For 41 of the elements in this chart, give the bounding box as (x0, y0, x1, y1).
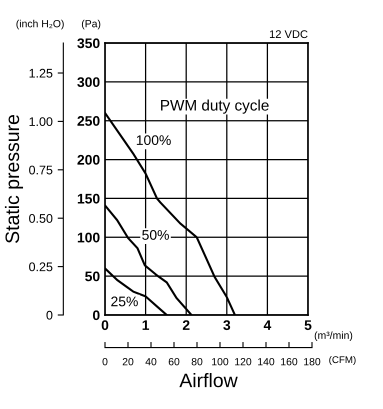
x2-tick-label: 20 (122, 358, 134, 366)
y-tick-label: 200 (77, 154, 100, 165)
y2-axis-title: Static pressure (4, 115, 24, 243)
x2-tick-label: 100 (212, 358, 228, 366)
x-tick-label: 5 (304, 320, 312, 330)
series-label: 25% (111, 296, 138, 306)
text: (m³/min) (314, 331, 352, 342)
x-axis-title: Airflow (179, 372, 238, 388)
series-label: 50% (142, 230, 169, 240)
y-tick-label: 100 (78, 232, 100, 242)
x2-tick-label: 160 (281, 358, 298, 366)
text: 12 VDC (270, 30, 308, 38)
series-label: 100% (136, 135, 171, 146)
y-tick-label: 150 (78, 194, 100, 204)
x2-tick-label: 40 (145, 358, 156, 366)
annotation: PWM duty cycle (161, 99, 269, 114)
x-tick-label: 1 (142, 320, 150, 330)
y-tick-label: 300 (77, 77, 100, 88)
y2-tick-label: 1.25 (30, 68, 52, 78)
x2-tick-label: 0 (102, 358, 108, 366)
x2-axis-title: (CFM) (329, 356, 356, 366)
y2-tick-label: 0.50 (29, 214, 52, 223)
y2-tick-label: 0.25 (29, 262, 52, 272)
x-tick-label: 3 (223, 320, 230, 330)
x2-tick-label: 120 (235, 358, 252, 366)
x2-tick-label: 140 (258, 358, 274, 366)
text: (inch H₂O) (16, 20, 64, 30)
x2-tick-label: 60 (168, 358, 180, 366)
y-tick-label: 50 (85, 271, 100, 282)
x-tick-label: 2 (182, 320, 190, 330)
y-tick-label: 350 (77, 38, 100, 48)
y-tick-label: 250 (77, 116, 100, 126)
y2-tick-label: 1.00 (30, 117, 52, 126)
x2-tick-label: 180 (304, 358, 320, 366)
x2-tick-label: 80 (192, 358, 202, 366)
y2-tick-label: 0 (46, 310, 52, 320)
y2-tick-label: 0.75 (29, 166, 52, 174)
x-tick-label: 0 (102, 320, 108, 330)
x-tick-label: 4 (264, 320, 272, 330)
y-tick-label: 0 (92, 310, 100, 320)
text: (Pa) (82, 20, 100, 30)
